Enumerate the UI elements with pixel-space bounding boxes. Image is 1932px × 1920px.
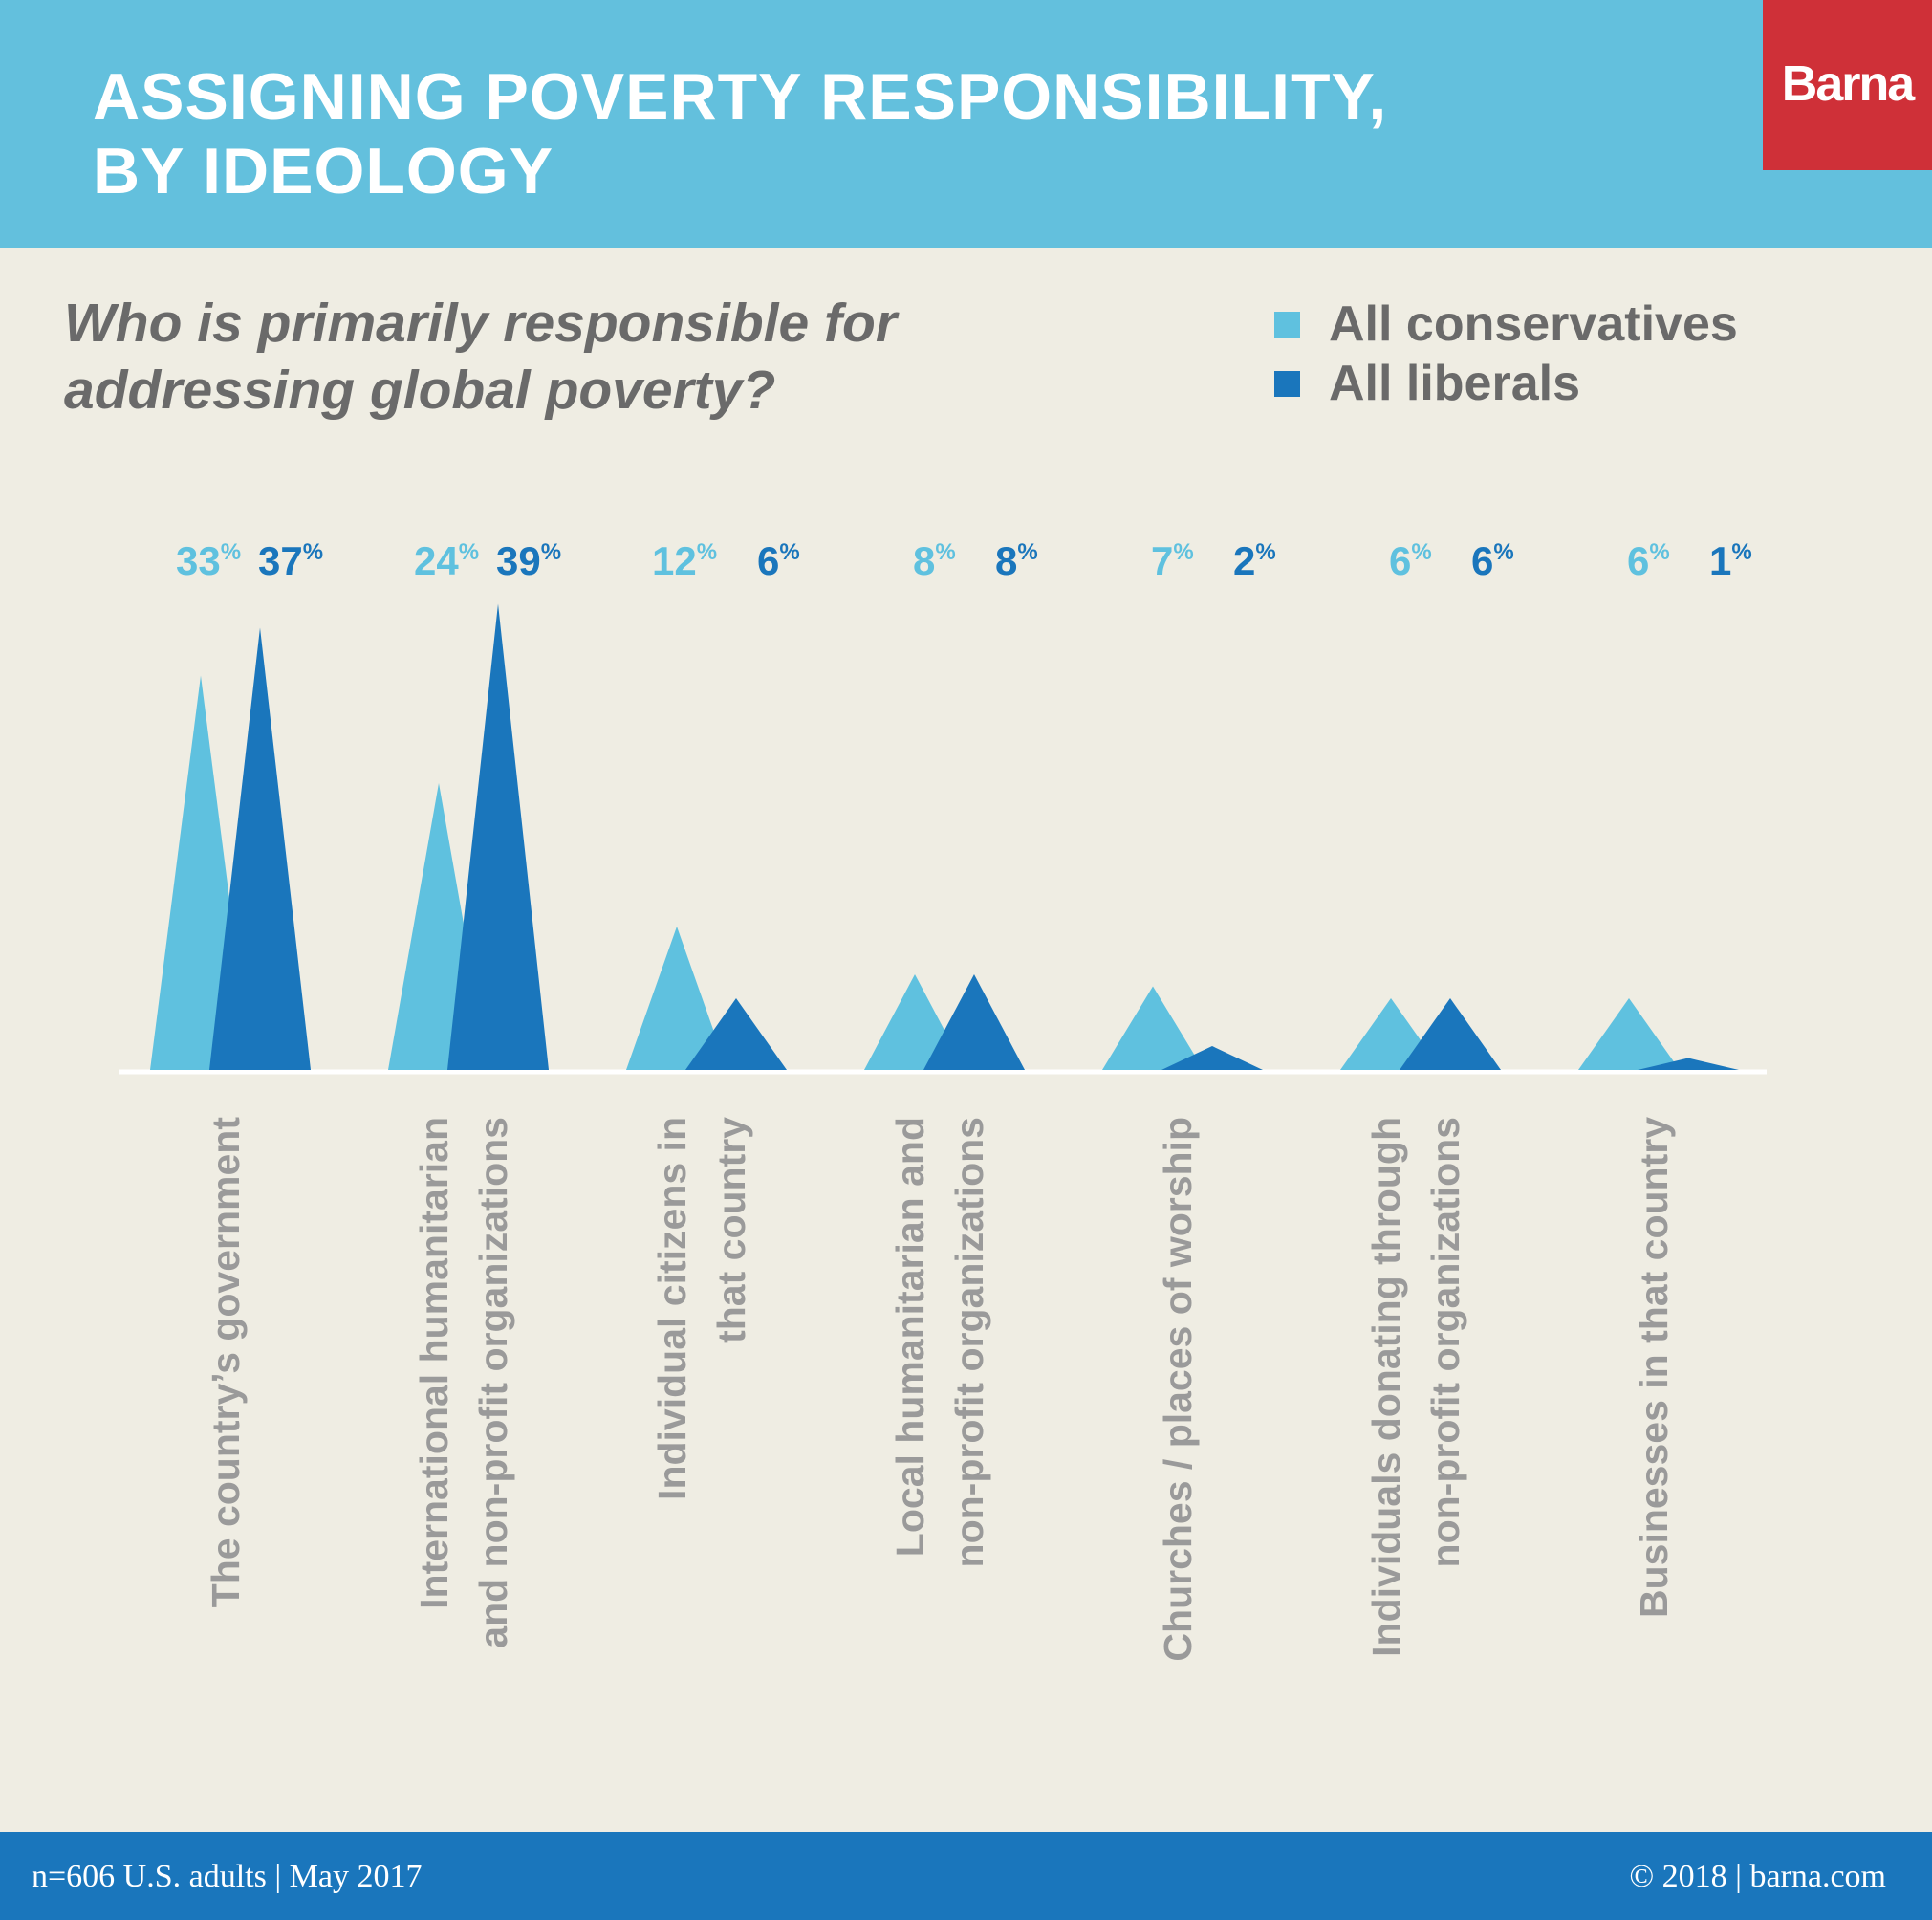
peak-liberals bbox=[447, 603, 549, 1070]
chart-subtitle: Who is primarily responsible for address… bbox=[64, 290, 1116, 424]
value-number: 7 bbox=[1151, 538, 1173, 583]
value-label-liberals: 6% bbox=[1471, 538, 1514, 583]
category-label-line: and non-profit organizations bbox=[471, 1117, 515, 1648]
legend-label-liberals: All liberals bbox=[1329, 356, 1580, 411]
value-label-conservatives: 8% bbox=[913, 538, 956, 583]
category-label-line: Individuals donating through bbox=[1364, 1117, 1408, 1657]
category-label-line: Individual citizens in bbox=[650, 1117, 694, 1500]
category-group: 6% 1%Businesses in that country bbox=[1578, 538, 1752, 1618]
peak-liberals bbox=[1400, 998, 1501, 1070]
value-number: 12 bbox=[652, 538, 697, 583]
footer: n=606 U.S. adults | May 2017 © 2018 | ba… bbox=[0, 1832, 1932, 1920]
value-label-conservatives: 7% bbox=[1151, 538, 1194, 583]
subtitle-line-2: addressing global poverty? bbox=[64, 360, 776, 421]
value-percent-sign: % bbox=[1255, 539, 1275, 565]
category-group: 8% 8%Local humanitarian and non-profit org… bbox=[864, 538, 1038, 1567]
category-group: 12% 6%Individual citizens in that country bbox=[626, 538, 800, 1500]
value-number: 2 bbox=[1233, 538, 1255, 583]
value-label-liberals: 2% bbox=[1233, 538, 1276, 583]
category-group: 24% 39%International humanitarian and non-… bbox=[388, 538, 561, 1648]
value-number: 33 bbox=[176, 538, 221, 583]
category-label-line: The country’s government bbox=[204, 1117, 248, 1608]
category-label: Businesses in that country bbox=[1632, 1117, 1676, 1618]
value-percent-sign: % bbox=[1731, 539, 1751, 565]
value-number: 6 bbox=[757, 538, 779, 583]
category-group: 7% 2%Churches / places of worship bbox=[1102, 538, 1276, 1662]
peak-conservatives bbox=[1102, 986, 1204, 1070]
value-label-conservatives: 6% bbox=[1389, 538, 1432, 583]
logo-text: Barna bbox=[1781, 56, 1915, 112]
category-group: 6% 6%Individuals donating through non-prof… bbox=[1340, 538, 1514, 1657]
value-label-conservatives: 33% bbox=[176, 538, 241, 583]
value-number: 39 bbox=[496, 538, 541, 583]
peak-conservatives bbox=[1578, 998, 1680, 1070]
title-line-1: ASSIGNING POVERTY RESPONSIBILITY, bbox=[93, 60, 1388, 133]
peak-liberals bbox=[1638, 1058, 1739, 1070]
value-percent-sign: % bbox=[935, 539, 955, 565]
value-percent-sign: % bbox=[1017, 539, 1037, 565]
legend-label-conservatives: All conservatives bbox=[1329, 296, 1738, 352]
value-percent-sign: % bbox=[1493, 539, 1513, 565]
value-label-liberals: 39% bbox=[496, 538, 561, 583]
value-label-liberals: 37% bbox=[258, 538, 323, 583]
category-label: International humanitarian and non-profit… bbox=[412, 1117, 515, 1648]
value-number: 8 bbox=[913, 538, 935, 583]
value-number: 6 bbox=[1471, 538, 1493, 583]
category-label-line: non-profit organizations bbox=[947, 1117, 991, 1567]
value-label-conservatives: 24% bbox=[414, 538, 479, 583]
footer-copyright: © 2018 | barna.com bbox=[1629, 1859, 1886, 1894]
value-percent-sign: % bbox=[303, 539, 323, 565]
peak-liberals bbox=[923, 974, 1025, 1070]
legend-swatch-liberals bbox=[1274, 371, 1300, 397]
value-number: 1 bbox=[1709, 538, 1731, 583]
peak-conservatives bbox=[626, 927, 727, 1070]
barna-logo: Barna bbox=[1763, 0, 1932, 170]
value-label-liberals: 1% bbox=[1709, 538, 1752, 583]
title-line-2: BY IDEOLOGY bbox=[93, 135, 554, 207]
value-percent-sign: % bbox=[459, 539, 479, 565]
peak-liberals bbox=[685, 998, 787, 1070]
value-number: 6 bbox=[1389, 538, 1411, 583]
category-label: Individuals donating through non-profit o… bbox=[1364, 1117, 1467, 1657]
value-percent-sign: % bbox=[1173, 539, 1193, 565]
value-percent-sign: % bbox=[1411, 539, 1431, 565]
value-label-liberals: 6% bbox=[757, 538, 800, 583]
category-label-line: Local humanitarian and bbox=[888, 1117, 932, 1557]
category-label: Local humanitarian and non-profit organiz… bbox=[888, 1117, 991, 1567]
value-number: 37 bbox=[258, 538, 303, 583]
category-label-line: that country bbox=[709, 1117, 753, 1343]
category-group: 33% 37%The country’s government bbox=[150, 538, 323, 1607]
category-label: The country’s government bbox=[204, 1117, 248, 1608]
subtitle-line-1: Who is primarily responsible for bbox=[64, 293, 898, 354]
value-percent-sign: % bbox=[779, 539, 799, 565]
value-percent-sign: % bbox=[697, 539, 717, 565]
category-label-line: Churches / places of worship bbox=[1156, 1117, 1200, 1662]
value-label-liberals: 8% bbox=[995, 538, 1038, 583]
value-number: 24 bbox=[414, 538, 459, 583]
value-label-conservatives: 12% bbox=[652, 538, 717, 583]
chart-title: ASSIGNING POVERTY RESPONSIBILITY, BY IDE… bbox=[93, 59, 1670, 208]
value-percent-sign: % bbox=[541, 539, 561, 565]
value-percent-sign: % bbox=[1649, 539, 1669, 565]
category-label: Churches / places of worship bbox=[1156, 1117, 1200, 1662]
category-label-line: International humanitarian bbox=[412, 1117, 456, 1609]
category-label-line: non-profit organizations bbox=[1423, 1117, 1467, 1567]
peak-liberals bbox=[209, 627, 311, 1070]
peak-liberals bbox=[1161, 1046, 1263, 1070]
value-number: 6 bbox=[1627, 538, 1649, 583]
value-percent-sign: % bbox=[221, 539, 241, 565]
value-label-conservatives: 6% bbox=[1627, 538, 1670, 583]
footer-sample-note: n=606 U.S. adults | May 2017 bbox=[32, 1859, 423, 1894]
category-label-line: Businesses in that country bbox=[1632, 1117, 1676, 1618]
category-label: Individual citizens in that country bbox=[650, 1117, 753, 1500]
value-number: 8 bbox=[995, 538, 1017, 583]
legend-swatch-conservatives bbox=[1274, 312, 1300, 338]
header-banner: ASSIGNING POVERTY RESPONSIBILITY, BY IDE… bbox=[0, 0, 1932, 248]
